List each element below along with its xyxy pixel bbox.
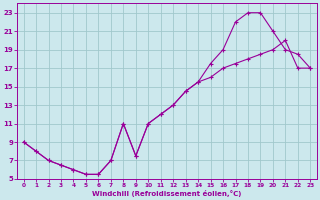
- X-axis label: Windchill (Refroidissement éolien,°C): Windchill (Refroidissement éolien,°C): [92, 190, 242, 197]
